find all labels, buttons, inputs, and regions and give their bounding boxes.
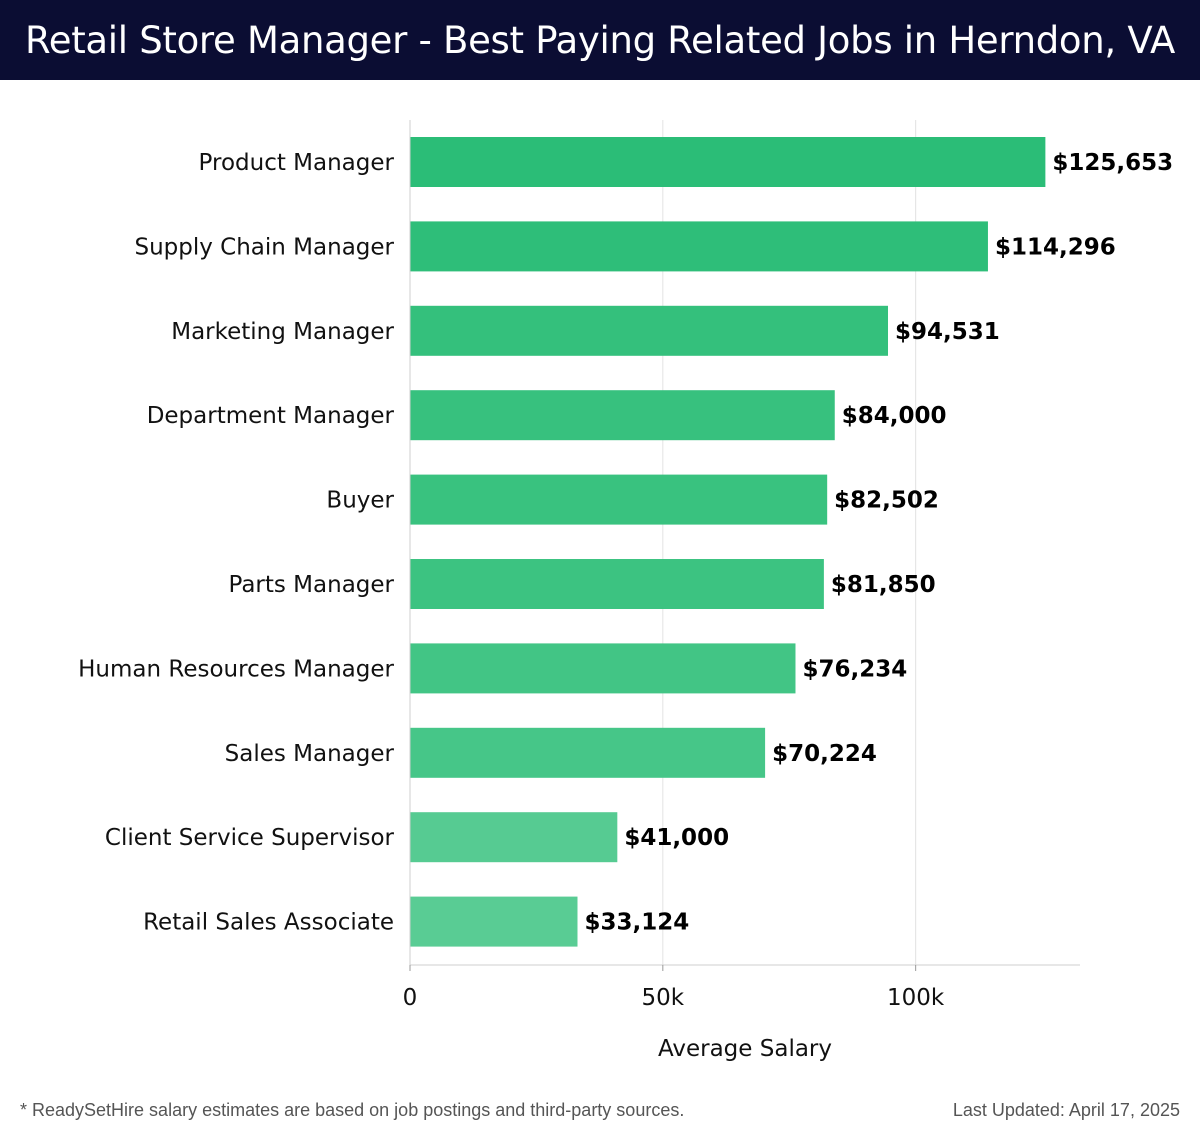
x-tick-label: 50k: [642, 985, 685, 1011]
value-label: $41,000: [624, 825, 729, 851]
category-label: Marketing Manager: [171, 319, 394, 345]
bar: [410, 643, 796, 694]
category-label: Department Manager: [147, 403, 395, 429]
value-label: $84,000: [842, 403, 947, 429]
footer-note: * ReadySetHire salary estimates are base…: [20, 1100, 685, 1120]
category-label: Buyer: [326, 488, 394, 514]
bar: [410, 137, 1046, 187]
bar: [410, 305, 889, 356]
bar: [410, 812, 618, 863]
value-label: $94,531: [895, 319, 1000, 345]
category-label: Client Service Supervisor: [105, 825, 395, 851]
value-label: $81,850: [831, 572, 936, 598]
bar: [410, 221, 988, 272]
value-label: $33,124: [584, 910, 689, 936]
bar: [410, 559, 824, 609]
bar: [410, 390, 835, 441]
value-label: $114,296: [995, 234, 1116, 260]
category-label: Product Manager: [199, 150, 395, 176]
category-label: Human Resources Manager: [78, 656, 394, 682]
value-label: $70,224: [772, 741, 877, 767]
category-label: Supply Chain Manager: [134, 234, 394, 260]
x-tick-label: 100k: [887, 985, 945, 1011]
bar-chart: Product Manager $125,653 Supply Chain Mana…: [78, 120, 1173, 1062]
category-label: Parts Manager: [228, 572, 394, 598]
bar: [410, 474, 828, 525]
category-label: Retail Sales Associate: [143, 910, 394, 936]
chart-title: Retail Store Manager - Best Paying Relat…: [24, 18, 1175, 62]
bar: [410, 896, 578, 947]
bar: [410, 727, 766, 778]
value-label: $125,653: [1052, 150, 1173, 176]
x-axis-title: Average Salary: [658, 1036, 832, 1062]
category-label: Sales Manager: [225, 741, 395, 767]
chart-header: Retail Store Manager - Best Paying Relat…: [0, 0, 1200, 80]
last-updated: Last Updated: April 17, 2025: [952, 1100, 1180, 1120]
value-label: $76,234: [802, 656, 907, 682]
value-label: $82,502: [834, 488, 939, 514]
x-tick-label: 0: [403, 985, 418, 1011]
